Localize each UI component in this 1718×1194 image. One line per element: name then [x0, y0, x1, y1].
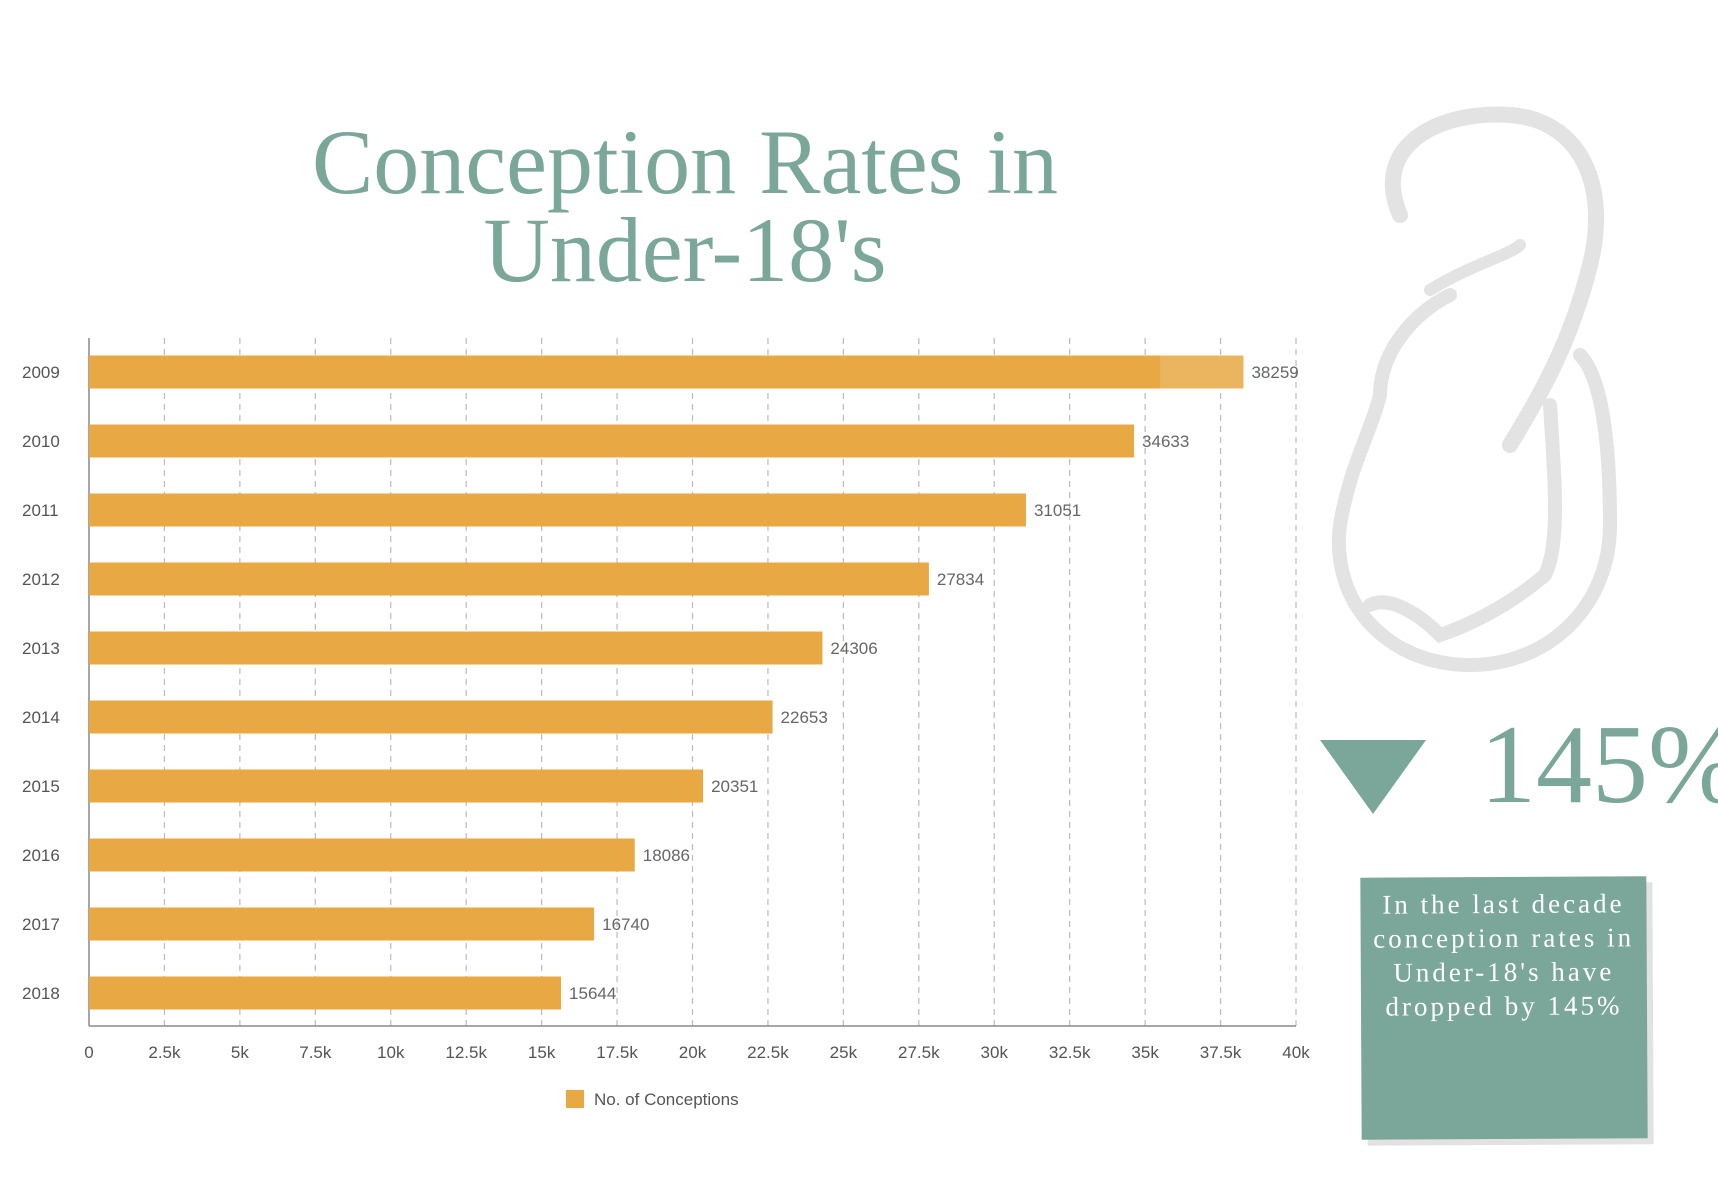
y-tick-label: 2016 [22, 846, 60, 865]
x-tick-label: 15k [528, 1043, 556, 1062]
x-tick-label: 10k [377, 1043, 405, 1062]
y-tick-label: 2010 [22, 432, 60, 451]
data-label: 24306 [830, 639, 877, 658]
bar-highlight [1160, 355, 1244, 389]
bar [89, 631, 823, 665]
y-tick-label: 2014 [22, 708, 60, 727]
bar [89, 976, 562, 1010]
x-tick-label: 27.5k [898, 1043, 940, 1062]
y-tick-label: 2017 [22, 915, 60, 934]
y-tick-label: 2011 [22, 501, 59, 520]
bar [89, 838, 635, 872]
legend-label: No. of Conceptions [594, 1090, 739, 1109]
drop-percentage: 145% [1480, 703, 1718, 827]
data-label: 18086 [643, 846, 690, 865]
x-tick-label: 2.5k [148, 1043, 181, 1062]
x-tick-label: 5k [231, 1043, 249, 1062]
x-tick-label: 32.5k [1049, 1043, 1091, 1062]
y-tick-label: 2015 [22, 777, 60, 796]
pregnant-woman-icon [1331, 106, 1618, 673]
y-tick-label: 2018 [22, 984, 60, 1003]
x-tick-label: 30k [981, 1043, 1009, 1062]
bar [89, 769, 704, 803]
chart-title: Conception Rates in Under-18's [311, 111, 1059, 301]
y-tick-label: 2009 [22, 363, 60, 382]
data-label: 34633 [1142, 432, 1189, 451]
down-triangle-icon [1320, 740, 1426, 814]
bar [89, 907, 595, 941]
x-tick-label: 12.5k [445, 1043, 487, 1062]
data-label: 15644 [569, 984, 616, 1003]
x-tick-label: 0 [84, 1043, 93, 1062]
y-tick-label: 2012 [22, 570, 60, 589]
bar [89, 355, 1244, 389]
data-label: 27834 [937, 570, 984, 589]
bar [89, 700, 773, 734]
x-tick-label: 20k [679, 1043, 707, 1062]
bar-chart: 0 2.5k 5k 7.5k 10k 12.5k 15k 17.5k 20k 22.5k 25k 27… [22, 338, 1310, 1109]
x-tick-label: 40k [1282, 1043, 1310, 1062]
data-label: 38259 [1251, 363, 1298, 382]
data-label: 31051 [1034, 501, 1081, 520]
data-label: 22653 [781, 708, 828, 727]
y-tick-label: 2013 [22, 639, 60, 658]
summary-note: In the last decade conception rates in U… [1360, 876, 1648, 1140]
x-tick-label: 17.5k [596, 1043, 638, 1062]
bar [89, 493, 1026, 527]
data-label: 16740 [602, 915, 649, 934]
legend-swatch [566, 1090, 584, 1108]
x-tick-label: 25k [830, 1043, 858, 1062]
x-tick-label: 7.5k [299, 1043, 332, 1062]
data-label: 20351 [711, 777, 758, 796]
x-tick-label: 37.5k [1200, 1043, 1242, 1062]
bar [89, 562, 929, 596]
bar [89, 424, 1135, 458]
x-tick-label: 22.5k [747, 1043, 789, 1062]
x-tick-label: 35k [1131, 1043, 1159, 1062]
